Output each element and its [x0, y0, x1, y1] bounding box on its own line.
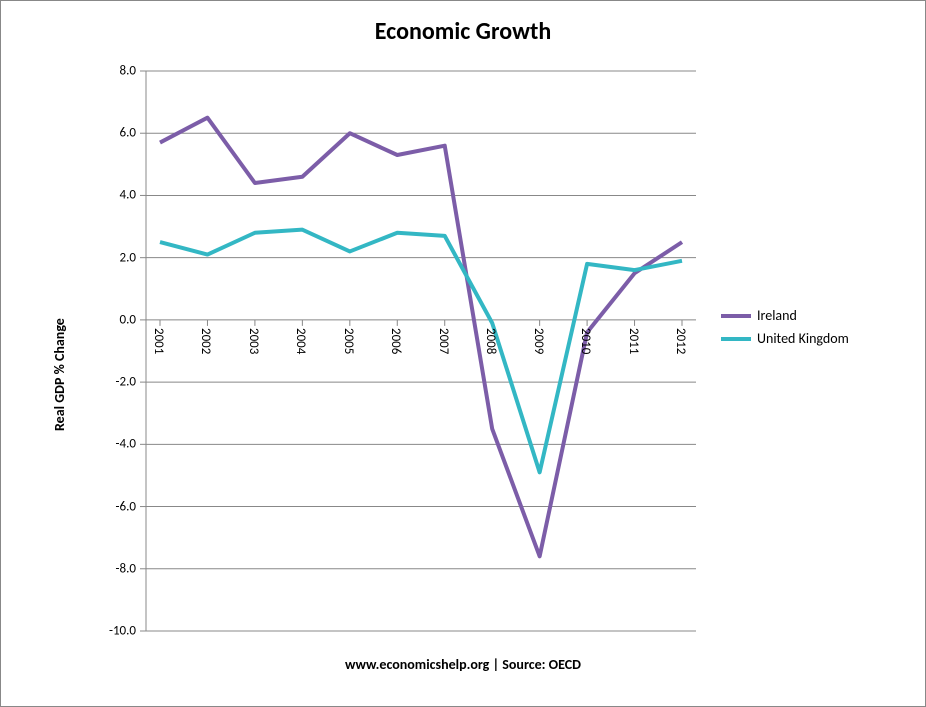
x-tick-label: 2009: [531, 328, 546, 354]
x-tick-label: 2012: [673, 328, 688, 354]
y-tick-label: 2.0: [91, 250, 136, 265]
y-tick-label: -2.0: [91, 375, 136, 390]
x-axis-label: www.economicshelp.org | Source: OECD: [1, 656, 925, 673]
legend-label: Ireland: [757, 307, 797, 324]
x-tick-label: 2001: [151, 328, 166, 354]
chart-title: Economic Growth: [1, 17, 925, 46]
y-tick-label: 8.0: [91, 64, 136, 79]
series-line: [160, 230, 682, 473]
series-line: [160, 118, 682, 557]
legend-swatch: [721, 337, 751, 341]
legend: Ireland United Kingdom: [721, 301, 849, 353]
y-tick-label: -8.0: [91, 561, 136, 576]
x-tick-label: 2005: [341, 328, 356, 354]
x-tick-label: 2006: [388, 328, 403, 354]
y-tick-label: -10.0: [91, 624, 136, 639]
x-tick-label: 2003: [246, 328, 261, 354]
x-tick-label: 2007: [436, 328, 451, 354]
x-tick-label: 2002: [198, 328, 213, 354]
y-tick-label: -4.0: [91, 437, 136, 452]
legend-swatch: [721, 314, 751, 318]
y-tick-label: -6.0: [91, 499, 136, 514]
plot-area: [146, 71, 696, 631]
legend-item: Ireland: [721, 307, 849, 324]
x-tick-label: 2011: [626, 328, 641, 354]
chart-frame: Economic Growth Real GDP % Change 8.0 6.0…: [0, 0, 926, 707]
y-axis-label: Real GDP % Change: [51, 318, 68, 431]
x-tick-label: 2008: [483, 328, 498, 354]
y-tick-label: 4.0: [91, 188, 136, 203]
x-tick-label: 2004: [293, 328, 308, 354]
legend-label: United Kingdom: [757, 330, 849, 347]
y-tick-label: 6.0: [91, 126, 136, 141]
x-tick-label: 2010: [578, 328, 593, 354]
legend-item: United Kingdom: [721, 330, 849, 347]
y-tick-label: 0.0: [91, 312, 136, 327]
